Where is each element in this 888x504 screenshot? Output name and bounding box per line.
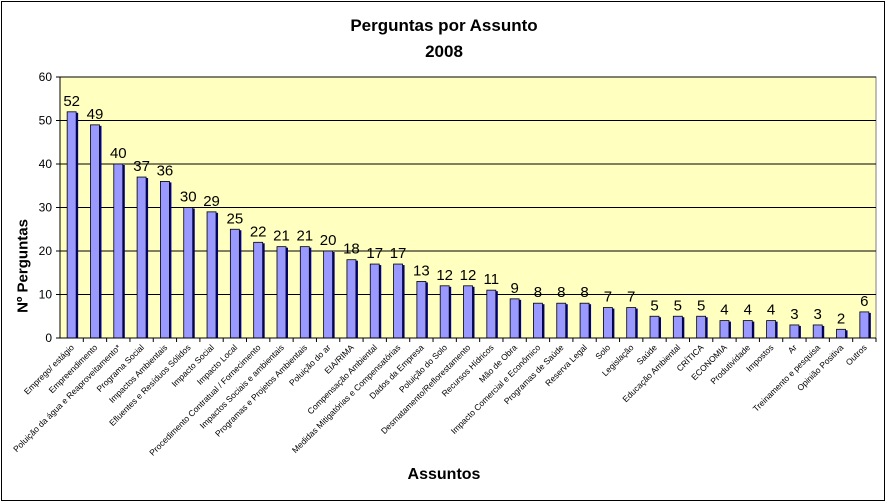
data-label: 40 <box>110 145 127 162</box>
data-label: 29 <box>203 193 220 210</box>
data-label: 13 <box>413 262 430 279</box>
x-tick-label: Ar <box>786 342 799 355</box>
data-label: 20 <box>320 232 337 249</box>
bar <box>696 315 707 339</box>
data-label: 8 <box>580 284 588 301</box>
bar <box>90 124 100 339</box>
data-label: 4 <box>744 302 752 319</box>
bar <box>299 246 310 339</box>
bar <box>859 311 870 339</box>
data-label: 18 <box>343 241 360 258</box>
y-tick-label: 10 <box>39 288 53 302</box>
data-label: 7 <box>627 289 635 306</box>
bar <box>369 263 380 339</box>
data-label: 17 <box>390 245 407 262</box>
y-tick-label: 0 <box>45 331 52 345</box>
data-label: 6 <box>860 293 868 310</box>
data-label: 22 <box>250 223 267 240</box>
data-label: 25 <box>227 210 244 227</box>
data-label: 2 <box>837 310 845 327</box>
bar <box>439 285 450 339</box>
x-tick-label: Medidas Mitigatórias e Compensatórias <box>290 342 403 455</box>
data-label: 11 <box>484 271 500 288</box>
bar <box>486 289 497 339</box>
data-label: 4 <box>767 302 775 319</box>
data-label: 4 <box>720 302 728 319</box>
bar <box>836 328 846 339</box>
bar <box>160 180 170 339</box>
data-label: 3 <box>814 306 822 323</box>
data-label: 30 <box>180 189 197 206</box>
bar <box>66 111 77 339</box>
data-label: 8 <box>534 284 542 301</box>
bar <box>276 246 287 339</box>
y-tick-label: 20 <box>39 244 53 258</box>
data-label: 9 <box>510 280 518 297</box>
data-label: 37 <box>133 158 150 175</box>
bar <box>766 320 776 339</box>
data-label: 5 <box>674 297 682 314</box>
chart-subtitle: 2008 <box>425 42 463 61</box>
x-tick-label: Solo <box>593 342 612 361</box>
data-label: 8 <box>557 284 565 301</box>
bar <box>229 228 240 339</box>
x-tick-label: Outros <box>844 342 869 367</box>
bar <box>719 320 730 339</box>
bar <box>626 307 637 339</box>
bar <box>206 211 217 339</box>
data-label: 52 <box>63 93 80 110</box>
y-tick-label: 30 <box>39 201 53 215</box>
bar <box>463 285 473 339</box>
data-label: 3 <box>790 306 798 323</box>
bar <box>672 315 683 339</box>
y-tick-label: 40 <box>39 157 53 171</box>
bar <box>136 176 147 339</box>
data-label: 21 <box>296 228 313 245</box>
y-tick-label: 60 <box>39 70 53 84</box>
x-tick-label: Reserva Legal <box>543 342 589 388</box>
data-label: 36 <box>157 162 174 179</box>
bar <box>183 207 194 339</box>
data-label: 21 <box>273 228 290 245</box>
bar <box>649 315 660 339</box>
bar <box>509 298 520 339</box>
data-label: 49 <box>87 106 104 123</box>
bar <box>253 241 264 339</box>
x-axis-title: Assuntos <box>407 466 481 483</box>
bar <box>393 263 403 339</box>
data-label: 12 <box>436 267 453 284</box>
chart-title: Perguntas por Assunto <box>350 16 538 35</box>
bar <box>416 281 427 339</box>
data-label: 5 <box>697 297 705 314</box>
data-label: 5 <box>650 297 658 314</box>
data-label: 17 <box>366 245 383 262</box>
bar <box>812 324 823 339</box>
bar <box>113 163 124 339</box>
bar <box>579 302 590 339</box>
bar <box>602 307 613 339</box>
data-label: 12 <box>460 267 477 284</box>
bar <box>346 259 357 339</box>
bar <box>789 324 800 339</box>
bar <box>533 302 543 339</box>
bar <box>323 250 334 339</box>
data-label: 7 <box>604 289 612 306</box>
bar <box>556 302 567 339</box>
bar <box>742 320 753 339</box>
y-tick-label: 50 <box>39 114 53 128</box>
